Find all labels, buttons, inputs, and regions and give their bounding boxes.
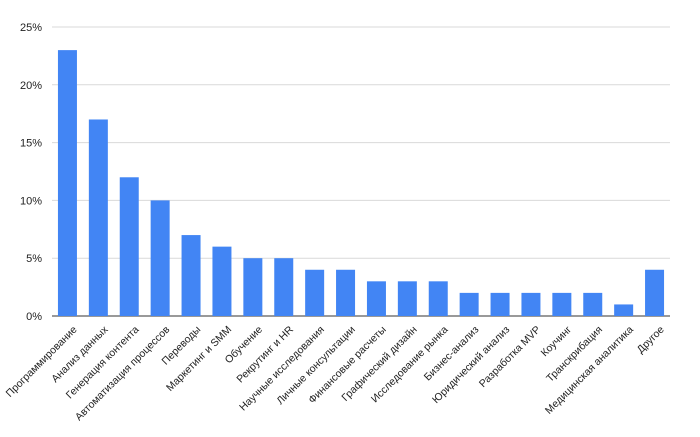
x-category-label: Бизнес-анализ xyxy=(422,324,482,384)
gridlines xyxy=(52,26,670,317)
bar xyxy=(336,269,356,316)
bar xyxy=(583,292,603,316)
bar xyxy=(645,269,665,316)
bar xyxy=(88,119,108,316)
bar xyxy=(428,281,448,316)
y-tick-label: 0% xyxy=(26,311,42,323)
bar xyxy=(150,200,170,316)
bar xyxy=(181,235,201,316)
bar xyxy=(119,177,139,316)
bar xyxy=(397,281,417,316)
bar xyxy=(305,269,325,316)
bar xyxy=(614,304,634,316)
bar xyxy=(521,292,541,316)
bar xyxy=(243,258,263,316)
bars xyxy=(57,50,665,317)
bar xyxy=(57,50,77,317)
y-tick-label: 20% xyxy=(20,80,42,92)
y-tick-label: 5% xyxy=(26,253,42,265)
y-tick-label: 10% xyxy=(20,195,42,207)
y-tick-label: 25% xyxy=(20,22,42,34)
bar xyxy=(490,292,510,316)
bar xyxy=(552,292,572,316)
y-tick-label: 15% xyxy=(20,138,42,150)
bar xyxy=(459,292,479,316)
bar xyxy=(212,246,232,316)
x-category-label: Другое xyxy=(635,324,667,356)
bar xyxy=(274,258,294,316)
y-axis-tick-labels: 0% 5% 10% 15% 20% 25% xyxy=(20,22,42,323)
bar xyxy=(366,281,386,316)
